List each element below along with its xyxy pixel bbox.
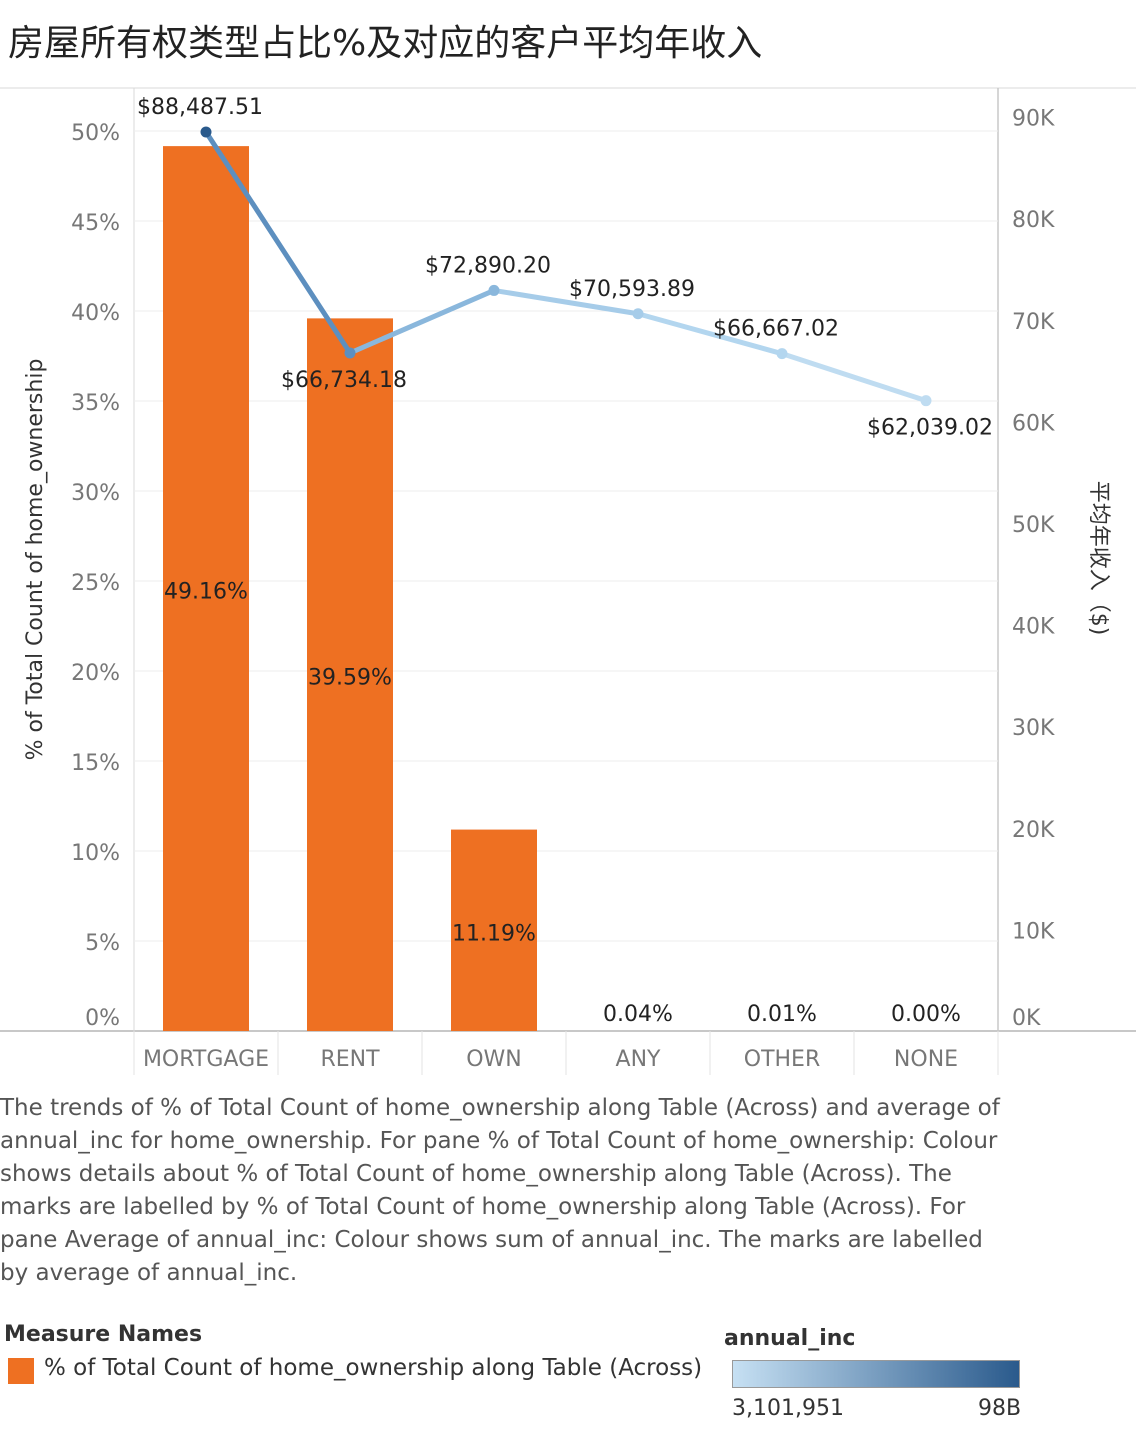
right-tick-label: 40K <box>1012 615 1055 640</box>
line-point <box>344 347 356 359</box>
color-max-label: 98B <box>978 1396 1022 1421</box>
bar <box>307 318 393 1031</box>
line-segment <box>203 129 353 356</box>
left-tick-label: 35% <box>71 391 120 416</box>
line-data-label: $72,890.20 <box>425 253 551 278</box>
right-tick-label: 10K <box>1012 919 1055 944</box>
right-tick-label: 80K <box>1012 208 1055 233</box>
legend-swatch <box>8 1358 34 1384</box>
left-axis-title: % of Total Count of home_ownership <box>23 359 48 761</box>
line-segment <box>635 311 785 357</box>
bar <box>163 146 249 1031</box>
line-point <box>488 284 500 296</box>
right-tick-label: 20K <box>1012 818 1055 843</box>
right-tick-label: 30K <box>1012 716 1055 741</box>
line-data-label: $62,039.02 <box>867 416 993 441</box>
line-data-label: $88,487.51 <box>137 95 263 120</box>
chart-caption: The trends of % of Total Count of home_o… <box>0 1095 1000 1286</box>
bar-data-label: 39.59% <box>308 666 392 691</box>
left-tick-label: 30% <box>71 481 120 506</box>
right-tick-label: 90K <box>1012 107 1055 132</box>
line-point <box>920 395 932 407</box>
left-tick-label: 10% <box>71 841 120 866</box>
left-tick-label: 45% <box>71 211 120 236</box>
line-segment <box>779 351 929 404</box>
category-label: OWN <box>466 1047 522 1072</box>
legend-color-title: annual_inc <box>724 1326 856 1351</box>
left-tick-label: 25% <box>71 571 120 596</box>
right-axis-title: 平均年收入（$) <box>1086 481 1111 636</box>
category-label: RENT <box>320 1047 380 1072</box>
right-tick-label: 70K <box>1012 310 1055 335</box>
bar-data-label: 0.00% <box>891 1002 961 1027</box>
bar-data-label: 0.04% <box>603 1002 673 1027</box>
line-data-label: $70,593.89 <box>569 277 695 302</box>
category-label: OTHER <box>744 1047 820 1072</box>
left-tick-label: 0% <box>85 1006 120 1031</box>
line-point <box>632 308 644 320</box>
line-segment <box>491 287 641 317</box>
legend-measure-title: Measure Names <box>4 1322 203 1347</box>
right-tick-label: 0K <box>1012 1006 1041 1031</box>
combo-chart: 0% 5% 10% 15% 20% 25% 30% 35% 40% 45% 50% 0K 10K 20K 3… <box>0 87 1136 1075</box>
category-label: ANY <box>616 1047 662 1072</box>
left-tick-label: 20% <box>71 661 120 686</box>
left-tick-label: 40% <box>71 301 120 326</box>
bar-data-label: 49.16% <box>164 580 248 605</box>
color-gradient-bar <box>732 1360 1020 1388</box>
legend-measure-label: % of Total Count of home_ownership along… <box>44 1355 703 1381</box>
bar-data-label: 0.01% <box>747 1002 817 1027</box>
color-min-label: 3,101,951 <box>732 1396 844 1421</box>
line-data-label: $66,667.02 <box>713 317 839 342</box>
bar-data-label: 11.19% <box>452 921 536 946</box>
category-label: NONE <box>894 1047 958 1072</box>
bar <box>451 829 537 1031</box>
line-segment <box>347 287 497 356</box>
line-point <box>200 126 212 138</box>
left-tick-label: 50% <box>71 121 120 146</box>
line-point <box>776 348 788 360</box>
category-label: MORTGAGE <box>143 1047 269 1072</box>
right-tick-label: 60K <box>1012 411 1055 436</box>
line-data-label: $66,734.18 <box>281 368 407 393</box>
chart-title: 房屋所有权类型占比%及对应的客户平均年收入 <box>8 23 763 64</box>
right-tick-label: 50K <box>1012 513 1055 538</box>
left-tick-label: 5% <box>85 931 120 956</box>
left-tick-label: 15% <box>71 751 120 776</box>
